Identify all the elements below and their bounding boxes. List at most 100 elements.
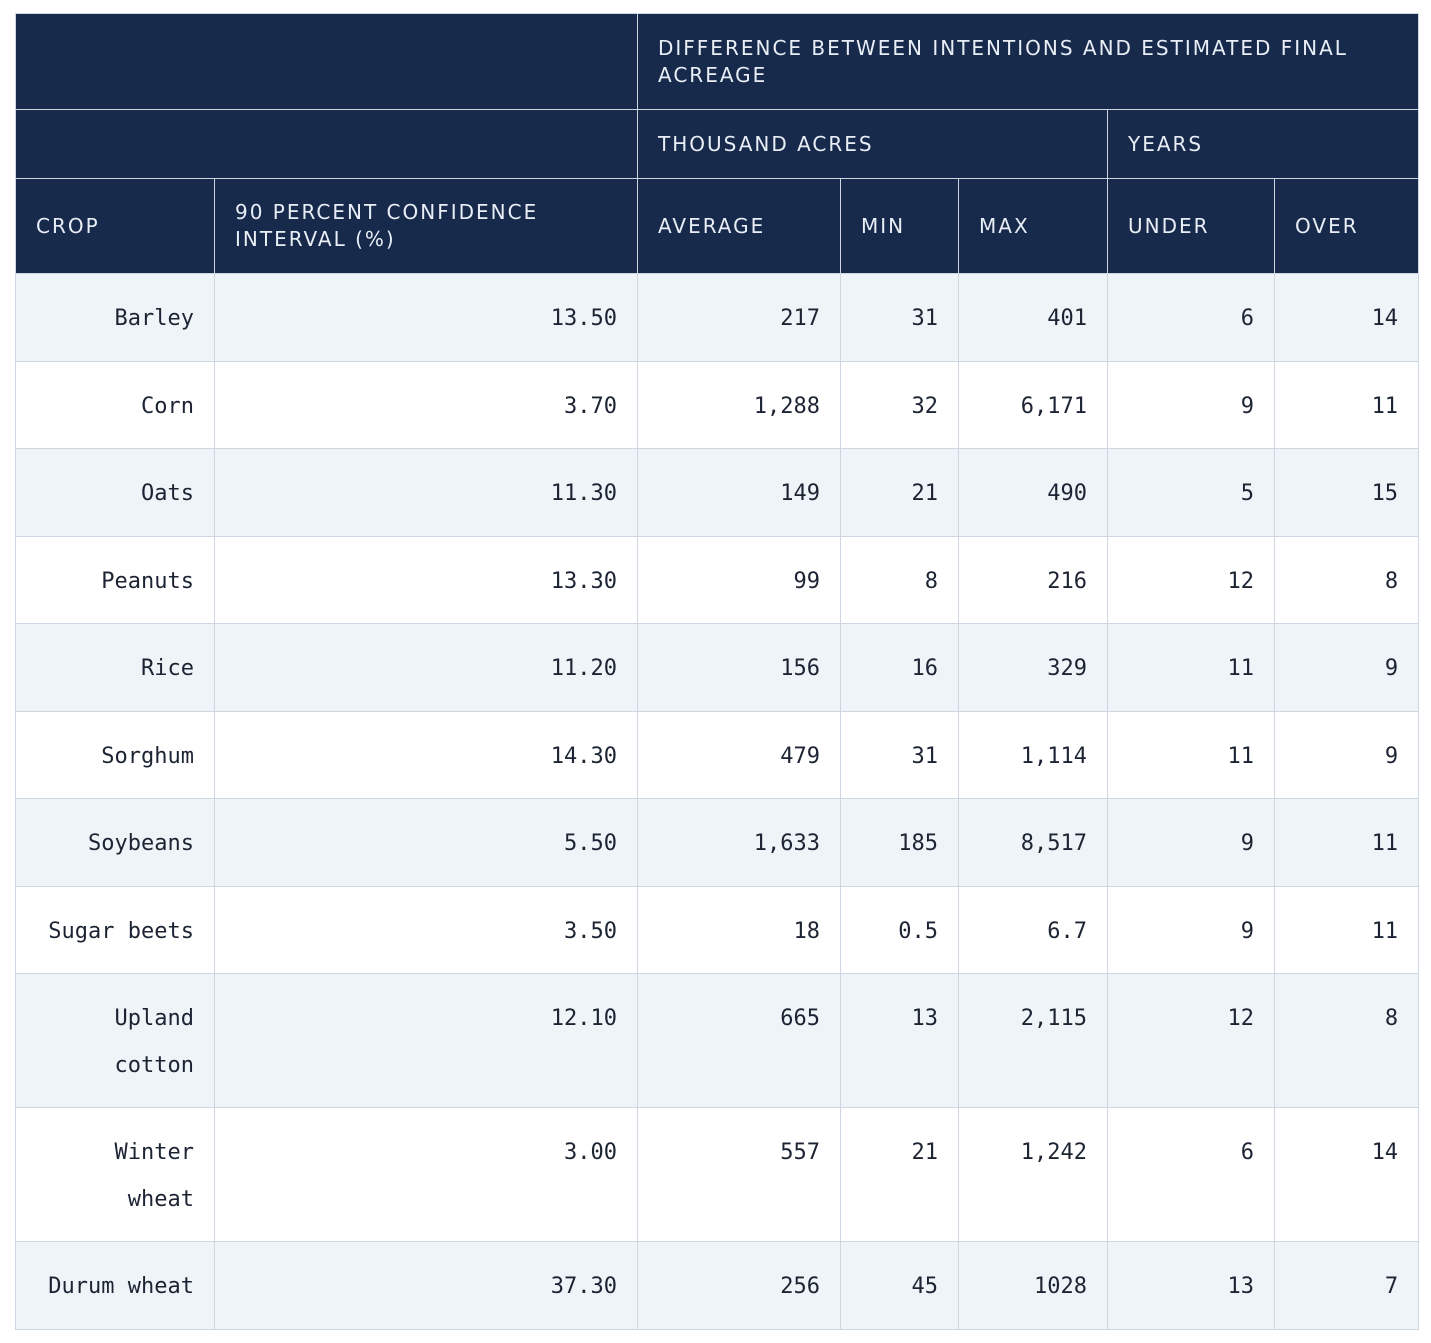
- cell-crop: Rice: [15, 623, 215, 712]
- cell-min: 8: [840, 535, 959, 624]
- cell-average: 18: [637, 885, 841, 974]
- table-row: Barley 13.50 217 31 401 6 14: [15, 273, 1420, 362]
- cell-under: 12: [1107, 973, 1275, 1108]
- cell-average: 557: [637, 1107, 841, 1242]
- cell-average: 665: [637, 973, 841, 1108]
- cell-min: 13: [840, 973, 959, 1108]
- cell-confidence: 13.30: [214, 535, 638, 624]
- cell-crop: Corn: [15, 360, 215, 449]
- cell-under: 6: [1107, 1107, 1275, 1242]
- cell-average: 479: [637, 710, 841, 799]
- cell-min: 45: [840, 1241, 959, 1330]
- col-header-confidence: 90 PERCENT CONFIDENCE INTERVAL (%): [214, 178, 638, 274]
- cell-max: 401: [958, 273, 1108, 362]
- header-years: YEARS: [1106, 109, 1420, 179]
- col-header-max: MAX: [958, 178, 1108, 274]
- header-thousand-acres: THOUSAND ACRES: [637, 109, 1108, 179]
- cell-over: 11: [1273, 798, 1420, 887]
- table-row: Rice 11.20 156 16 329 11 9: [15, 623, 1420, 712]
- col-header-under: UNDER: [1107, 178, 1275, 274]
- cell-crop: Winter wheat: [15, 1107, 215, 1242]
- cell-max: 1028: [958, 1241, 1108, 1330]
- cell-average: 149: [637, 448, 841, 537]
- cell-over: 9: [1273, 710, 1420, 799]
- cell-min: 0.5: [840, 885, 959, 974]
- cell-min: 32: [840, 360, 959, 449]
- cell-confidence: 11.30: [214, 448, 638, 537]
- header-group-title: DIFFERENCE BETWEEN INTENTIONS AND ESTIMA…: [636, 13, 1420, 110]
- col-header-average: AVERAGE: [637, 178, 841, 274]
- cell-confidence: 5.50: [214, 798, 638, 887]
- cell-min: 16: [840, 623, 959, 712]
- cell-max: 1,242: [958, 1107, 1108, 1242]
- cell-over: 8: [1273, 535, 1420, 624]
- acreage-table: DIFFERENCE BETWEEN INTENTIONS AND ESTIMA…: [15, 13, 1420, 1330]
- table-row: Corn 3.70 1,288 32 6,171 9 11: [15, 360, 1420, 449]
- table-row: Peanuts 13.30 99 8 216 12 8: [15, 535, 1420, 624]
- cell-under: 13: [1107, 1241, 1275, 1330]
- cell-under: 12: [1107, 535, 1275, 624]
- cell-min: 31: [840, 710, 959, 799]
- cell-under: 5: [1107, 448, 1275, 537]
- cell-crop: Durum wheat: [15, 1241, 215, 1330]
- cell-max: 8,517: [958, 798, 1108, 887]
- cell-min: 31: [840, 273, 959, 362]
- cell-max: 1,114: [958, 710, 1108, 799]
- cell-max: 6.7: [958, 885, 1108, 974]
- cell-confidence: 11.20: [214, 623, 638, 712]
- cell-average: 1,633: [637, 798, 841, 887]
- cell-under: 11: [1107, 623, 1275, 712]
- cell-max: 329: [958, 623, 1108, 712]
- cell-confidence: 37.30: [214, 1241, 638, 1330]
- cell-over: 9: [1273, 623, 1420, 712]
- cell-crop: Upland cotton: [15, 973, 215, 1108]
- table-header: DIFFERENCE BETWEEN INTENTIONS AND ESTIMA…: [15, 13, 1420, 274]
- cell-crop: Soybeans: [15, 798, 215, 887]
- cell-under: 9: [1107, 798, 1275, 887]
- table-row: Winter wheat 3.00 557 21 1,242 6 14: [15, 1107, 1420, 1242]
- cell-average: 256: [637, 1241, 841, 1330]
- cell-max: 6,171: [958, 360, 1108, 449]
- cell-min: 21: [840, 1107, 959, 1242]
- table-row: Sugar beets 3.50 18 0.5 6.7 9 11: [15, 885, 1420, 974]
- cell-min: 21: [840, 448, 959, 537]
- cell-average: 1,288: [637, 360, 841, 449]
- cell-confidence: 3.00: [214, 1107, 638, 1242]
- header-blank-cell-2: [15, 109, 638, 179]
- cell-crop: Barley: [15, 273, 215, 362]
- cell-max: 490: [958, 448, 1108, 537]
- table-row: Soybeans 5.50 1,633 185 8,517 9 11: [15, 798, 1420, 887]
- cell-confidence: 3.50: [214, 885, 638, 974]
- table-container: DIFFERENCE BETWEEN INTENTIONS AND ESTIMA…: [15, 13, 1420, 1330]
- table-row: Sorghum 14.30 479 31 1,114 11 9: [15, 710, 1420, 799]
- cell-confidence: 13.50: [214, 273, 638, 362]
- cell-max: 216: [958, 535, 1108, 624]
- table-row: Durum wheat 37.30 256 45 1028 13 7: [15, 1241, 1420, 1330]
- cell-over: 11: [1273, 360, 1420, 449]
- col-header-over: OVER: [1273, 178, 1420, 274]
- col-header-crop: CROP: [15, 178, 215, 274]
- cell-under: 11: [1107, 710, 1275, 799]
- cell-crop: Sugar beets: [15, 885, 215, 974]
- cell-min: 185: [840, 798, 959, 887]
- cell-under: 6: [1107, 273, 1275, 362]
- cell-over: 8: [1273, 973, 1420, 1108]
- cell-over: 15: [1273, 448, 1420, 537]
- header-blank-cell: [15, 13, 638, 110]
- cell-under: 9: [1107, 885, 1275, 974]
- cell-crop: Oats: [15, 448, 215, 537]
- table-row: Oats 11.30 149 21 490 5 15: [15, 448, 1420, 537]
- cell-over: 14: [1273, 273, 1420, 362]
- col-header-min: MIN: [840, 178, 959, 274]
- table-body: Barley 13.50 217 31 401 6 14 Corn 3.70 1…: [15, 273, 1420, 1330]
- cell-average: 156: [637, 623, 841, 712]
- cell-over: 11: [1273, 885, 1420, 974]
- cell-crop: Sorghum: [15, 710, 215, 799]
- cell-confidence: 14.30: [214, 710, 638, 799]
- cell-confidence: 12.10: [214, 973, 638, 1108]
- cell-confidence: 3.70: [214, 360, 638, 449]
- cell-max: 2,115: [958, 973, 1108, 1108]
- cell-over: 14: [1273, 1107, 1420, 1242]
- table-row: Upland cotton 12.10 665 13 2,115 12 8: [15, 973, 1420, 1108]
- cell-crop: Peanuts: [15, 535, 215, 624]
